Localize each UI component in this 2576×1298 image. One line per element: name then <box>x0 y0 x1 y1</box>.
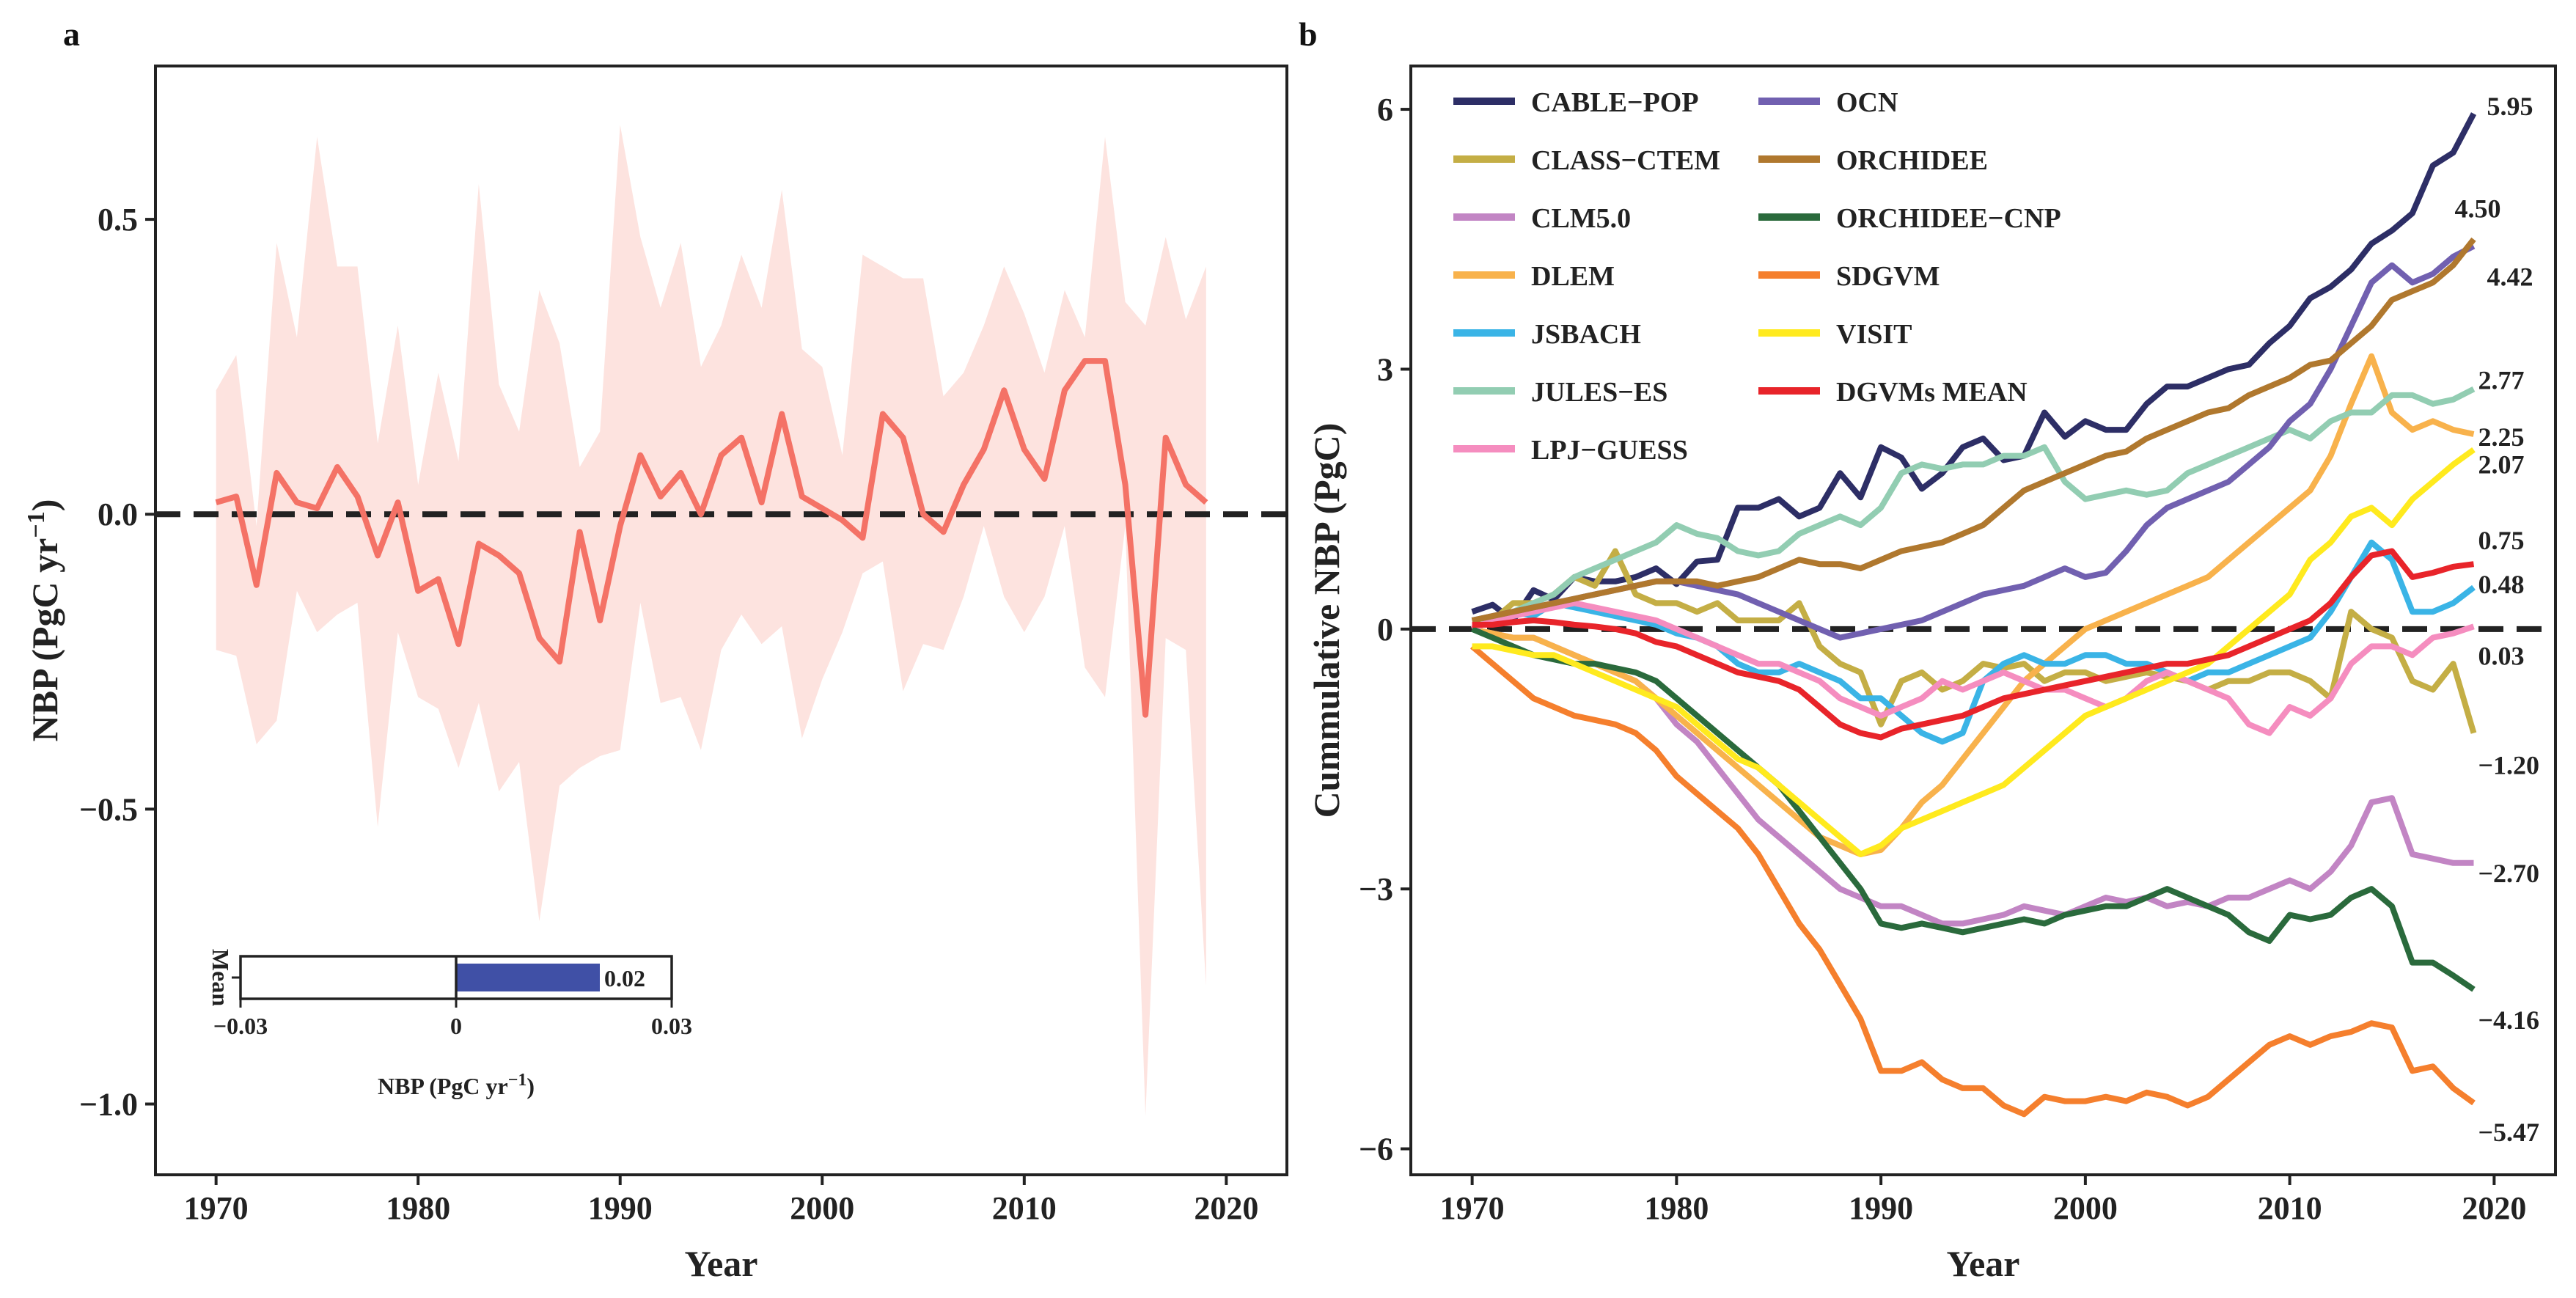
end-label-class-ctem: −1.20 <box>2478 751 2540 780</box>
series-line-orchidee <box>1471 237 2476 623</box>
legend-label: VISIT <box>1836 319 1912 350</box>
end-label-jules-es: 2.77 <box>2478 366 2525 395</box>
end-label-sdgvm: −5.47 <box>2478 1118 2540 1147</box>
legend-item-clm5-0: CLM5.0 <box>1453 203 1631 234</box>
series-line-jsbach <box>1471 539 2476 745</box>
series-line-jules-es <box>1471 386 2476 632</box>
x-tick-label: 1970 <box>184 1190 249 1226</box>
uncertainty-band <box>216 125 1206 1116</box>
legend-label: CABLE−POP <box>1531 87 1699 118</box>
series-line-visit <box>1472 447 2476 857</box>
y-tick-label: 0 <box>1377 612 1393 648</box>
end-label-lpj-guess: 0.03 <box>2478 641 2525 670</box>
y-axis-title-text: NBP (PgC yr <box>24 538 65 742</box>
inset-y-label: Mean <box>208 949 234 1006</box>
panel-b: 5.95 −1.20 −2.70 2.25 0.48 2.77 0.03 4.42 4.50 −4… <box>1306 65 2557 1284</box>
series-line-cable-pop <box>1471 112 2477 623</box>
y-tick-label: 6 <box>1377 92 1393 128</box>
y-tick-label: −0.5 <box>79 791 138 827</box>
legend-label: CLASS−CTEM <box>1531 145 1720 176</box>
legend-item-visit: VISIT <box>1758 319 1912 350</box>
x-tick-label: 1990 <box>1849 1190 1913 1226</box>
x-tick-label: 2000 <box>790 1190 854 1226</box>
plot-frame <box>1409 65 2557 1176</box>
panel-a: 1970 1980 1990 2000 2010 2020 0.5 0.0 −0.5 −1.0 Ye… <box>23 65 1288 1284</box>
y-axis-title-close: ) <box>24 499 65 512</box>
x-tick-label: 2020 <box>2462 1190 2526 1226</box>
y-tick-label: 0.5 <box>98 202 138 238</box>
end-label-cable-pop: 5.95 <box>2487 92 2533 121</box>
end-label-ocn: 4.42 <box>2487 263 2533 292</box>
x-tick-label: 2010 <box>2258 1190 2322 1226</box>
series-line-lpj-guess <box>1471 600 2475 736</box>
x-tick-label: 2010 <box>992 1190 1057 1226</box>
end-label-orchidee-cnp: −4.16 <box>2478 1005 2540 1035</box>
panel-b-letter: b <box>1299 15 1318 53</box>
legend-item-lpj-guess: LPJ−GUESS <box>1453 435 1688 466</box>
y-tick-label: 3 <box>1377 351 1393 387</box>
x-tick-label: 1980 <box>386 1190 450 1226</box>
x-axis-title: Year <box>1947 1243 2020 1284</box>
inset-bar-mean <box>456 964 600 991</box>
end-label-visit: 2.07 <box>2478 450 2525 479</box>
y-axis-title: Cummulative NBP (PgC) <box>1306 423 1347 818</box>
inset-x-tick-label: 0 <box>450 1013 462 1039</box>
x-tick-label: 2000 <box>2053 1190 2118 1226</box>
y-tick-label: −6 <box>1359 1132 1393 1167</box>
end-label-orchidee: 4.50 <box>2455 194 2501 223</box>
inset-value-label: 0.02 <box>604 965 645 991</box>
legend-item-cable-pop: CABLE−POP <box>1453 87 1699 118</box>
x-axis-title: Year <box>685 1243 758 1284</box>
legend-label: CLM5.0 <box>1531 203 1631 234</box>
y-axis-title: NBP (PgC yr−1) <box>23 499 65 742</box>
legend-item-ocn: OCN <box>1758 87 1898 118</box>
legend-item-class-ctem: CLASS−CTEM <box>1453 145 1720 176</box>
legend-label: LPJ−GUESS <box>1531 435 1688 466</box>
x-tick-label: 1990 <box>588 1190 653 1226</box>
y-tick-label: −1.0 <box>79 1086 138 1122</box>
inset-x-tick-label: 0.03 <box>651 1013 692 1039</box>
end-label-dgvms-mean: 0.75 <box>2478 526 2525 555</box>
end-label-dlem: 2.25 <box>2478 422 2525 452</box>
x-tick-label: 2020 <box>1194 1190 1258 1226</box>
end-label-clm5-0: −2.70 <box>2478 859 2540 888</box>
end-label-jsbach: 0.48 <box>2478 570 2525 599</box>
inset-x-title: NBP (PgC yr−1) <box>378 1071 535 1099</box>
plot-frame <box>154 65 1288 1176</box>
y-tick-label: −3 <box>1359 871 1393 907</box>
legend-label: DLEM <box>1531 261 1615 292</box>
legend-item-jules-es: JULES−ES <box>1453 377 1667 408</box>
inset-x-title-text: NBP (PgC yr <box>378 1073 508 1099</box>
series-line-dlem <box>1471 353 2475 857</box>
x-tick-label: 1980 <box>1644 1190 1709 1226</box>
panel-a-letter: a <box>63 15 80 53</box>
x-tick-label: 1970 <box>1440 1190 1505 1226</box>
series-line-mean <box>215 358 1208 718</box>
legend-label: JSBACH <box>1531 319 1641 350</box>
series-line-orchidee-cnp <box>1471 626 2476 992</box>
legend-item-dlem: DLEM <box>1453 261 1615 292</box>
legend-item-sdgvm: SDGVM <box>1758 261 1940 292</box>
inset-x-title-sup: −1 <box>508 1071 527 1090</box>
legend-item-dgvms-mean: DGVMs MEAN <box>1758 377 2028 408</box>
inset-x-title-close: ) <box>526 1073 535 1099</box>
legend-label: OCN <box>1836 87 1898 118</box>
legend-label: DGVMs MEAN <box>1836 377 2028 408</box>
series-line-dgvms-mean <box>1472 548 2475 741</box>
legend-label: ORCHIDEE <box>1836 145 1988 176</box>
inset-x-tick-label: −0.03 <box>213 1013 268 1039</box>
legend-label: ORCHIDEE−CNP <box>1836 203 2061 234</box>
y-axis-title-sup: −1 <box>23 511 50 538</box>
y-tick-label: 0.0 <box>98 496 138 532</box>
legend-label: JULES−ES <box>1531 377 1667 408</box>
series-line-class-ctem <box>1471 548 2477 734</box>
legend-item-orchidee-cnp: ORCHIDEE−CNP <box>1758 203 2061 234</box>
legend-item-orchidee: ORCHIDEE <box>1758 145 1988 176</box>
legend: CABLE−POP CLASS−CTEM CLM5.0 DLEM JSBACH JULES… <box>1453 87 2061 466</box>
legend-label: SDGVM <box>1836 261 1940 292</box>
series-line-sdgvm <box>1470 644 2476 1118</box>
legend-item-jsbach: JSBACH <box>1453 319 1641 350</box>
